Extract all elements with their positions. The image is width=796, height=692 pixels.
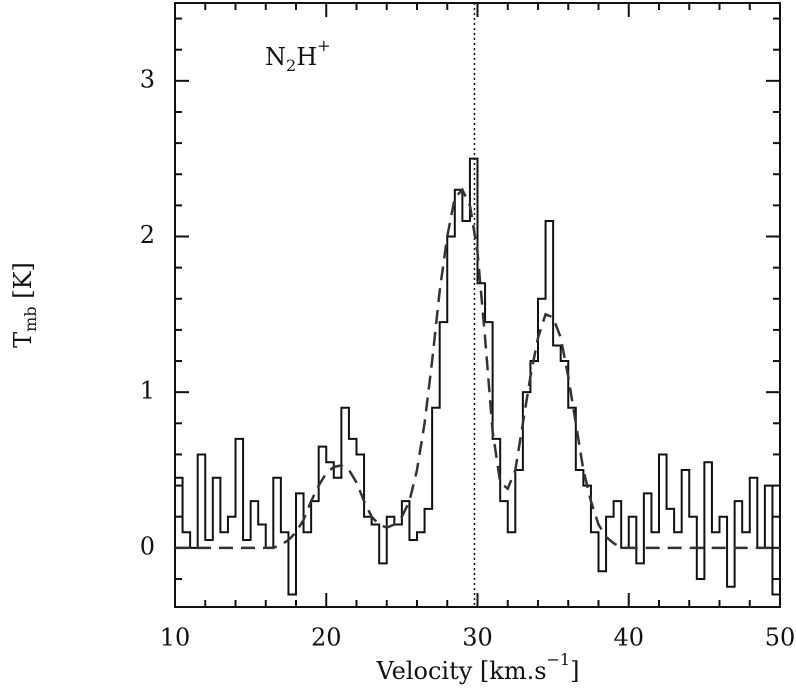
y-tick-label: 0 — [140, 532, 155, 560]
x-tick-label: 20 — [311, 624, 342, 652]
y-tick-label: 1 — [140, 377, 155, 405]
annotation: N2H+ — [265, 36, 331, 75]
y-label-text: T — [9, 332, 37, 348]
x-axis-label: Velocity [km.s−1] — [376, 650, 580, 685]
x-label-text: ] — [570, 657, 579, 685]
y-axis-label: Tmb [K] — [9, 262, 40, 348]
y-label-sub: mb — [21, 306, 40, 331]
annotation-sub: 2 — [286, 56, 296, 75]
y-tick-label: 2 — [140, 221, 155, 249]
x-tick-label: 30 — [462, 624, 493, 652]
annotation-text: H — [296, 43, 317, 71]
x-tick-label: 50 — [765, 624, 796, 652]
y-label-text: [K] — [9, 262, 37, 306]
x-label-sup: −1 — [547, 650, 571, 669]
fit-line — [175, 187, 780, 550]
annotation-sup: + — [317, 36, 330, 55]
x-label-text: Velocity [km.s — [376, 657, 547, 685]
x-tick-label: 10 — [160, 624, 191, 652]
spectrum-line — [175, 157, 780, 596]
annotation-text: N — [265, 43, 286, 71]
y-tick-label: 3 — [140, 65, 155, 93]
x-tick-label: 40 — [613, 624, 644, 652]
